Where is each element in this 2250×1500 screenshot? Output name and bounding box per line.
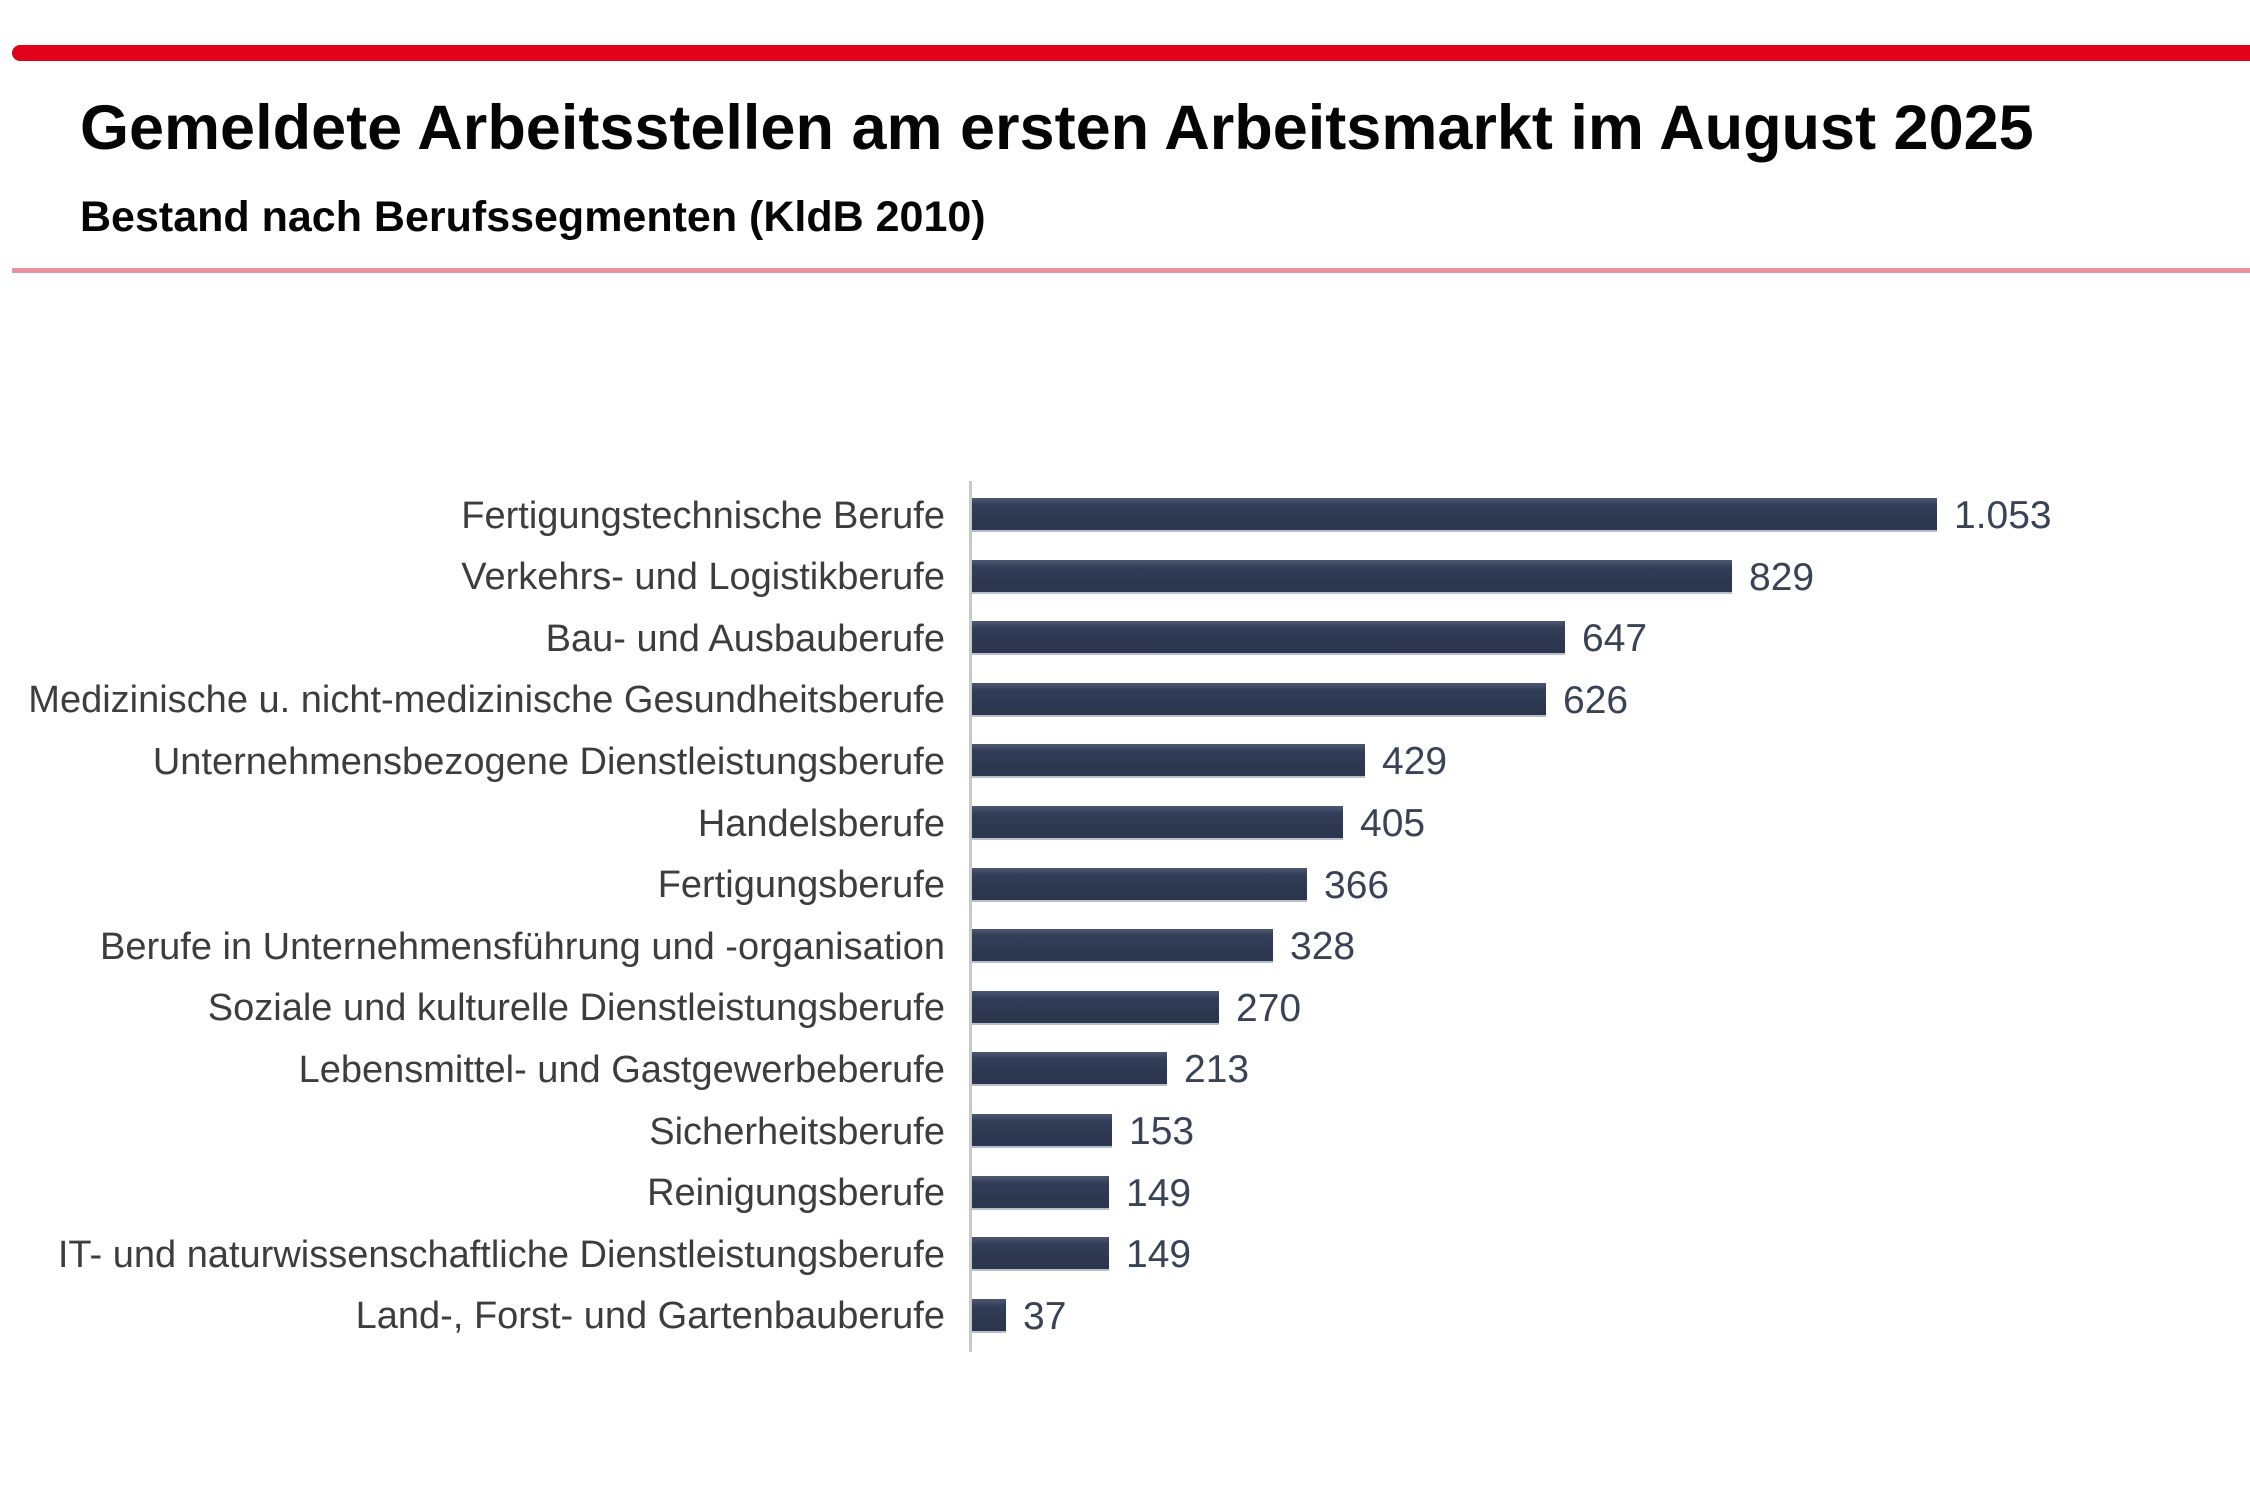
category-label: Reinigungsberufe (647, 1172, 945, 1215)
bar-row: Bau- und Ausbauberufe 647 (0, 608, 2250, 670)
page-subtitle: Bestand nach Berufssegmenten (KldB 2010) (80, 193, 986, 241)
header-red-bar (12, 45, 2250, 61)
category-label: IT- und naturwissenschaftliche Dienstlei… (57, 1233, 945, 1276)
bar-value-label: 429 (1382, 740, 1448, 784)
bar-row: Medizinische u. nicht-medizinische Gesun… (0, 670, 2250, 732)
page-title: Gemeldete Arbeitsstellen am ersten Arbei… (80, 93, 2034, 163)
bar (972, 682, 1546, 717)
bar (972, 867, 1307, 902)
bar (972, 1237, 1109, 1272)
category-label: Land-, Forst- und Gartenbauberufe (355, 1295, 945, 1338)
category-label: Berufe in Unternehmensführung und -organ… (100, 925, 945, 968)
category-label: Sicherheitsberufe (649, 1110, 945, 1153)
bar-row: Unternehmensbezogene Dienstleistungsberu… (0, 731, 2250, 793)
category-label: Fertigungstechnische Berufe (461, 494, 945, 537)
bar (972, 929, 1273, 964)
category-label: Unternehmensbezogene Dienstleistungsberu… (152, 740, 945, 783)
bar (972, 621, 1565, 656)
bar-row: Berufe in Unternehmensführung und -organ… (0, 916, 2250, 978)
bar (972, 1052, 1167, 1087)
bar-row: Handelsberufe 405 (0, 793, 2250, 855)
header-divider-line (12, 268, 2250, 273)
bar-row: Fertigungsberufe 366 (0, 855, 2250, 917)
bar-row: Land-, Forst- und Gartenbauberufe 37 (0, 1286, 2250, 1348)
bar (972, 1298, 1006, 1333)
bar-value-label: 405 (1360, 802, 1426, 845)
category-label: Medizinische u. nicht-medizinische Gesun… (28, 679, 945, 722)
category-label: Soziale und kulturelle Dienstleistungsbe… (207, 987, 945, 1030)
category-label: Bau- und Ausbauberufe (545, 617, 945, 660)
bar (972, 559, 1732, 594)
bar-row: Verkehrs- und Logistikberufe 829 (0, 547, 2250, 609)
bar-value-label: 213 (1184, 1048, 1250, 1092)
bar-row: IT- und naturwissenschaftliche Dienstlei… (0, 1224, 2250, 1286)
bar-value-label: 149 (1126, 1233, 1192, 1277)
bar-row: Lebensmittel- und Gastgewerbeberufe 213 (0, 1039, 2250, 1101)
bar (972, 1175, 1109, 1210)
bar-value-label: 626 (1563, 678, 1629, 722)
bar-value-label: 37 (1023, 1294, 1067, 1338)
bar (972, 806, 1343, 840)
bar-row: Soziale und kulturelle Dienstleistungsbe… (0, 978, 2250, 1040)
bar-value-label: 366 (1324, 863, 1390, 907)
category-label: Verkehrs- und Logistikberufe (461, 556, 945, 599)
bar-value-label: 328 (1290, 925, 1356, 969)
bar (972, 744, 1365, 779)
bar-row: Reinigungsberufe 149 (0, 1163, 2250, 1225)
bar-value-label: 153 (1129, 1110, 1195, 1153)
bar (972, 1114, 1112, 1148)
category-label: Lebensmittel- und Gastgewerbeberufe (298, 1048, 945, 1091)
category-label: Fertigungsberufe (657, 864, 945, 907)
bar (972, 498, 1937, 532)
bar-chart: Fertigungstechnische Berufe 1.053 Verkehrs… (0, 481, 2250, 1355)
bar-row: Fertigungstechnische Berufe 1.053 (0, 485, 2250, 547)
bar-value-label: 270 (1236, 986, 1302, 1030)
bar-value-label: 149 (1126, 1171, 1192, 1215)
bar-value-label: 829 (1749, 555, 1815, 599)
bar-value-label: 647 (1582, 617, 1648, 661)
bar-value-label: 1.053 (1954, 494, 2052, 537)
y-axis-line (969, 481, 972, 1352)
bar (972, 990, 1219, 1025)
category-label: Handelsberufe (697, 802, 945, 845)
bar-row: Sicherheitsberufe 153 (0, 1101, 2250, 1163)
